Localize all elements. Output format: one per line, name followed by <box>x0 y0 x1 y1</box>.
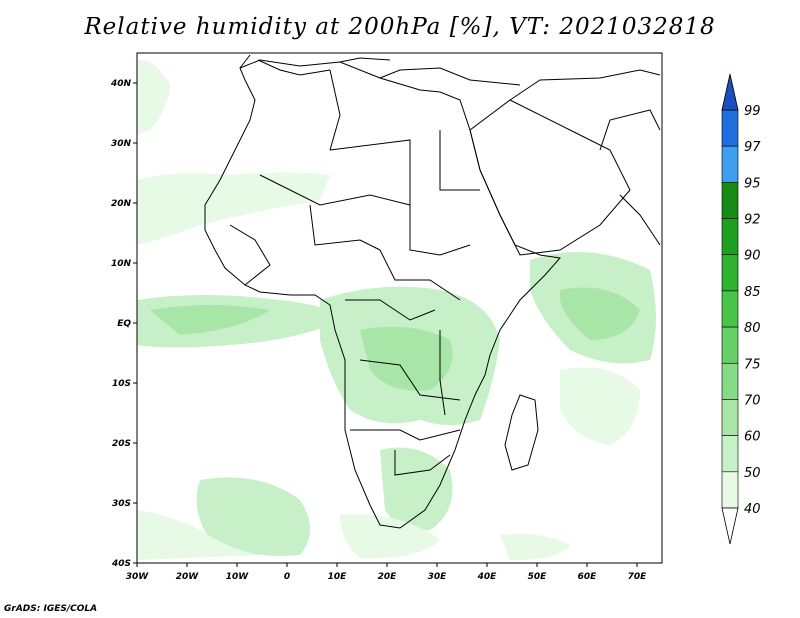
x-tick-label: 0 <box>284 572 290 582</box>
colorbar-segment <box>721 435 739 473</box>
colorbar-label: 80 <box>744 321 761 336</box>
colorbar-label: 99 <box>744 104 761 119</box>
colorbar-bottom-arrow <box>721 507 739 545</box>
x-tick-label: 20W <box>176 572 200 582</box>
y-tick-label: 40N <box>110 79 132 89</box>
colorbar-segment <box>721 399 739 436</box>
colorbar-label: 85 <box>744 285 761 300</box>
colorbar: 99 97 95 92 90 85 80 75 70 60 50 40 <box>721 73 761 545</box>
y-tick-label: 20N <box>111 199 132 209</box>
humidity-shading <box>137 59 656 560</box>
colorbar-label: 60 <box>744 430 761 445</box>
colorbar-segment <box>721 362 739 400</box>
x-tick-label: 40E <box>477 572 498 582</box>
colorbar-label: 92 <box>744 213 761 228</box>
x-tick-label: 10W <box>226 572 250 582</box>
y-tick-label: 30S <box>112 499 131 509</box>
colorbar-label: 90 <box>744 249 761 264</box>
colorbar-label: 70 <box>744 393 761 408</box>
map-title: Relative humidity at 200hPa [%], VT: 202… <box>84 14 716 40</box>
colorbar-segment <box>721 471 739 509</box>
colorbar-label: 50 <box>744 466 761 481</box>
colorbar-label: 95 <box>744 176 761 191</box>
y-tick-label: EQ <box>117 319 131 329</box>
colorbar-segment <box>721 326 739 364</box>
colorbar-label: 40 <box>744 502 761 517</box>
x-tick-label: 10E <box>328 572 348 582</box>
plot-frame <box>136 52 663 564</box>
colorbar-segment <box>721 254 739 292</box>
colorbar-segment <box>721 182 739 219</box>
y-tick-label: 20S <box>112 439 131 449</box>
x-tick-label: 30W <box>126 572 150 582</box>
y-axis: 40N 30N 20N 10N EQ 10S 20S 30S 40S <box>110 79 137 569</box>
x-tick-label: 70E <box>628 572 648 582</box>
x-axis: 30W 20W 10W 0 10E 20E 30E 40E 50E 60E 70E <box>126 563 647 582</box>
africa-outline <box>204 54 661 529</box>
colorbar-segment <box>721 218 739 256</box>
x-tick-label: 20E <box>378 572 398 582</box>
y-tick-label: 10N <box>111 259 132 269</box>
colorbar-segment <box>721 109 739 147</box>
y-tick-label: 30N <box>111 139 132 149</box>
y-tick-label: 40S <box>111 559 131 569</box>
colorbar-segment <box>721 145 739 183</box>
x-tick-label: 30E <box>428 572 448 582</box>
x-tick-label: 60E <box>578 572 598 582</box>
colorbar-top-arrow <box>721 73 739 111</box>
x-tick-label: 50E <box>528 572 548 582</box>
colorbar-label: 97 <box>744 140 761 155</box>
colorbar-label: 75 <box>744 357 761 372</box>
credit-label: GrADS: IGES/COLA <box>4 604 98 614</box>
y-tick-label: 10S <box>112 379 131 389</box>
colorbar-segment <box>721 290 739 328</box>
